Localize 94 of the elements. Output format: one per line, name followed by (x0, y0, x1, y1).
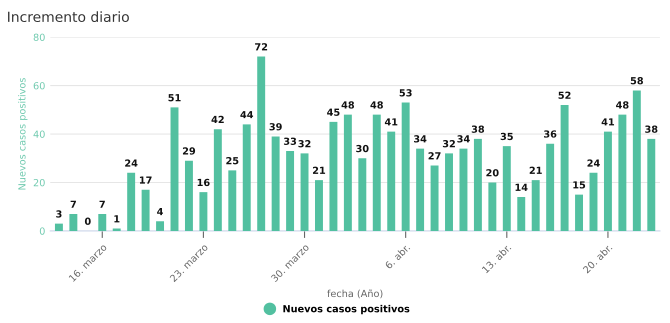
legend-label: Nuevos casos positivos (283, 304, 410, 314)
bar (98, 214, 106, 231)
data-label: 34 (457, 135, 470, 143)
data-label: 53 (400, 89, 412, 96)
bar (502, 146, 511, 231)
bar (286, 151, 294, 231)
bar (228, 170, 236, 231)
data-label: 38 (645, 125, 658, 133)
data-label: 0 (84, 218, 91, 225)
data-label: 27 (428, 152, 441, 160)
bar (416, 148, 424, 231)
data-label: 48 (370, 101, 383, 109)
bar (372, 114, 381, 231)
data-label: 34 (414, 135, 426, 143)
bar (445, 153, 453, 231)
bar (127, 172, 136, 231)
x-axis-title: fecha (Año) (327, 289, 382, 298)
bar (242, 124, 251, 231)
bar (604, 132, 612, 231)
data-label: 72 (255, 43, 268, 50)
x-tick-label: 20. abr. (582, 243, 613, 274)
bar (199, 192, 208, 231)
data-label: 48 (342, 101, 354, 109)
bar (517, 197, 526, 231)
bar (300, 153, 309, 231)
data-label: 15 (573, 181, 586, 189)
bar (546, 144, 554, 231)
data-label: 32 (442, 140, 455, 148)
data-label: 1 (114, 215, 120, 222)
bar (532, 180, 540, 231)
bar (69, 214, 78, 231)
bar (647, 138, 656, 231)
data-label: 33 (284, 138, 296, 145)
data-label: 52 (558, 92, 571, 99)
bar (402, 102, 410, 231)
data-label: 32 (298, 140, 310, 148)
data-label: 17 (140, 176, 152, 184)
data-label: 41 (602, 118, 614, 126)
data-label: 20 (486, 169, 499, 176)
data-label: 42 (212, 116, 224, 124)
data-label: 35 (500, 132, 513, 140)
data-label: 14 (516, 184, 528, 191)
bar (590, 172, 598, 231)
bar (387, 132, 396, 231)
bar (459, 148, 468, 231)
data-label: 38 (472, 125, 484, 133)
data-label: 29 (182, 147, 196, 155)
data-label: 58 (630, 77, 643, 84)
bar (272, 136, 280, 231)
data-label: 24 (125, 159, 138, 167)
data-label: 7 (70, 200, 76, 208)
y-tick-label: 80 (34, 34, 45, 41)
bar (257, 56, 266, 231)
data-label: 4 (157, 208, 163, 216)
data-label: 51 (168, 94, 181, 102)
bar (54, 224, 63, 231)
data-label: 21 (530, 166, 542, 174)
x-tick-label: 13. abr. (481, 243, 512, 274)
data-label: 41 (384, 118, 398, 126)
data-label: 48 (616, 101, 629, 109)
bar (632, 90, 641, 231)
data-label: 3 (56, 210, 62, 218)
bar (329, 122, 338, 231)
bar (315, 180, 323, 231)
data-label: 25 (226, 156, 238, 164)
bar (560, 104, 569, 231)
bar (618, 114, 626, 231)
data-label: 16 (198, 178, 210, 186)
data-label: 24 (587, 159, 600, 167)
bar (575, 194, 584, 231)
y-tick-label: 0 (40, 227, 45, 235)
data-label: 39 (270, 123, 282, 130)
bar (184, 160, 193, 231)
bar (474, 138, 482, 231)
bar (214, 129, 222, 231)
bar (344, 114, 352, 231)
x-tick-label: 6. abr. (384, 243, 410, 270)
y-tick-label: 40 (33, 130, 45, 138)
data-label: 7 (100, 200, 105, 208)
bar (488, 182, 496, 231)
bar (156, 221, 164, 231)
bar (430, 166, 439, 231)
data-label: 21 (312, 166, 326, 174)
data-label: 30 (356, 144, 369, 152)
y-axis-title: Nuevos casos positivos (18, 78, 28, 190)
bar (142, 190, 150, 231)
bar (170, 107, 178, 231)
data-label: 36 (544, 130, 556, 138)
y-tick-label: 20 (34, 178, 45, 186)
data-label: 44 (240, 111, 254, 118)
y-tick-label: 60 (34, 82, 45, 90)
data-label: 45 (327, 108, 340, 116)
bar (358, 158, 366, 231)
chart-title: Incremento diario (8, 11, 129, 22)
